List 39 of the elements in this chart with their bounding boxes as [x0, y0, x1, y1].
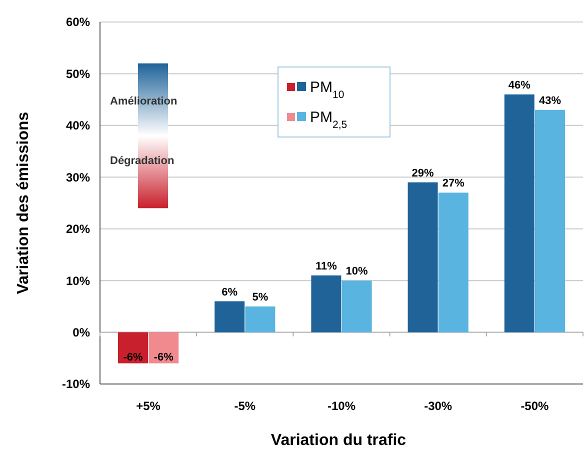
bar [148, 332, 179, 364]
data-label: 46% [508, 79, 531, 92]
data-label: 5% [252, 291, 268, 304]
y-tick-label: 50% [66, 66, 90, 81]
y-axis-title: Variation des émissions [15, 112, 32, 294]
x-tick-label: -30% [424, 399, 452, 413]
y-tick-label: 0% [72, 325, 90, 340]
annotation: Amélioration [110, 96, 178, 108]
bar [504, 94, 534, 332]
data-label: 27% [442, 178, 465, 190]
bar [342, 280, 372, 332]
data-label: 29% [412, 167, 434, 180]
data-label: 43% [538, 94, 562, 107]
x-axis-title: Variation du trafic [270, 432, 406, 449]
x-tick-label: -50% [520, 399, 550, 413]
y-tick-label: 40% [66, 118, 90, 133]
y-tick-label: -10% [62, 377, 90, 392]
bar [245, 306, 276, 332]
y-tick-label: 60% [66, 15, 90, 30]
legend-label: PM$_{10}$ [310, 79, 344, 101]
y-tick-label: 20% [66, 222, 90, 236]
x-tick-label: -10% [327, 399, 356, 413]
data-label: 11% [315, 260, 338, 272]
x-tick-label: +5% [136, 399, 161, 413]
annotation: Dégradation [110, 155, 174, 168]
bar [311, 275, 342, 332]
x-tick-label: -5% [234, 399, 256, 413]
data-label: -6% [154, 351, 174, 364]
data-label: 10% [346, 266, 368, 278]
bar [214, 301, 245, 332]
bar [408, 182, 438, 332]
bar [438, 192, 468, 332]
data-label: 6% [222, 286, 238, 298]
y-tick-label: 10% [66, 274, 90, 288]
data-label: -6% [123, 351, 143, 364]
y-tick-label: 30% [66, 170, 90, 184]
bar [535, 110, 565, 332]
legend-label: PM$_{2,5}$ [310, 109, 348, 131]
bar [118, 332, 148, 364]
